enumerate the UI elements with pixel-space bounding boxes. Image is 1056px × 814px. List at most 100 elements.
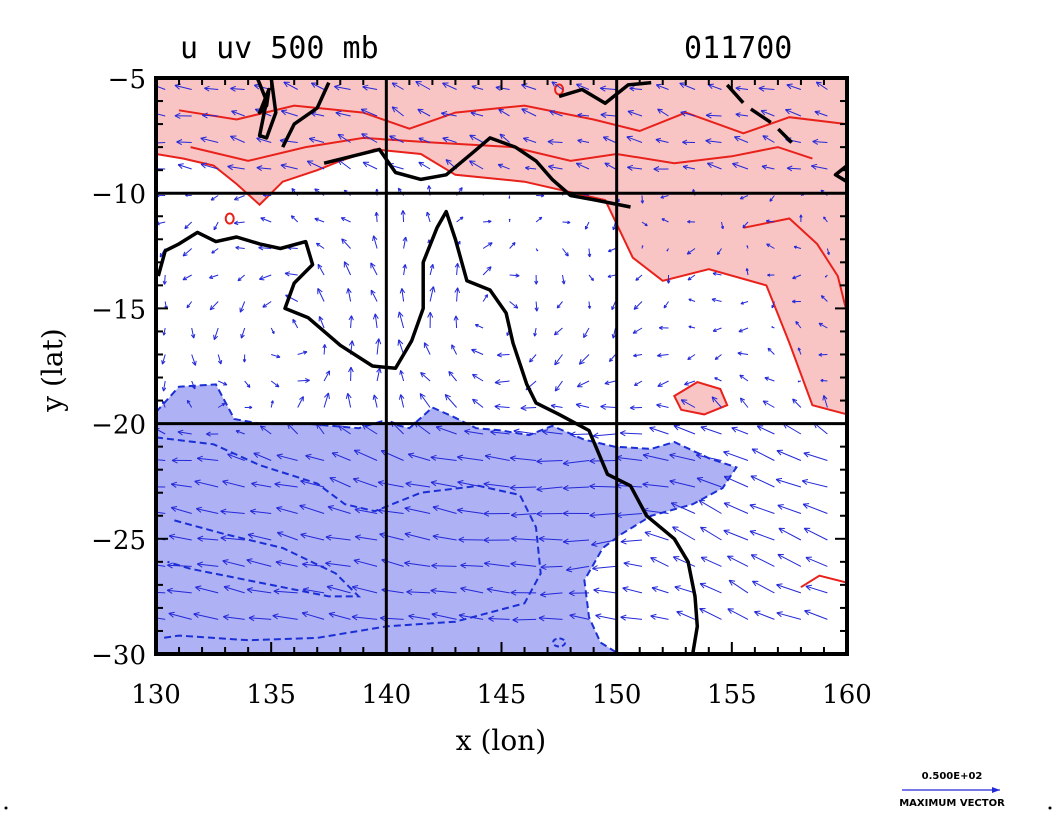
wind-vector-head: [669, 452, 676, 459]
wind-vector-head: [529, 358, 534, 363]
wind-vector-head: [674, 585, 681, 592]
wind-vector: [633, 301, 643, 310]
wind-vector-head: [590, 277, 594, 282]
wind-vector-head: [404, 506, 411, 513]
wind-vector-head: [442, 82, 449, 89]
wind-vector-head: [458, 187, 463, 192]
wind-vector: [563, 539, 590, 543]
wind-vector: [727, 555, 749, 567]
wind-vector-head: [391, 82, 398, 88]
wind-vector: [280, 164, 298, 170]
wind-vector-head: [534, 307, 539, 312]
wind-vector: [284, 272, 298, 276]
wind-vector: [793, 246, 802, 249]
wind-vector-head: [608, 357, 614, 363]
wind-vector: [738, 327, 749, 333]
wind-vector-head: [762, 135, 769, 141]
wind-vector-head: [494, 403, 501, 410]
wind-vector-head: [372, 313, 379, 320]
wind-vector-head: [458, 613, 465, 620]
wind-vector: [260, 425, 272, 435]
wind-vector-head: [562, 459, 570, 467]
wind-vector-head: [227, 164, 234, 171]
wind-vector: [714, 377, 722, 382]
wind-vector: [277, 532, 298, 541]
wind-vector: [816, 81, 828, 90]
wind-vector-head: [600, 112, 607, 119]
wind-vector: [699, 608, 722, 620]
wind-vector: [734, 136, 749, 143]
wind-vector: [239, 301, 246, 313]
x-tick-label: 130: [131, 680, 181, 710]
wind-vector: [577, 139, 590, 143]
wind-vector-head: [767, 273, 771, 277]
wind-vector: [456, 287, 459, 302]
wind-vector-head: [305, 378, 310, 384]
wind-vector-head: [556, 304, 561, 309]
wind-vector-head: [397, 187, 402, 192]
wind-vector: [752, 580, 775, 594]
wind-vector: [285, 294, 298, 302]
wind-vector-head: [761, 164, 768, 170]
wind-vector: [420, 372, 431, 382]
wind-vector-head: [538, 615, 545, 622]
wind-vector: [696, 477, 722, 488]
wind-vector: [472, 373, 484, 382]
x-tick-label: 135: [246, 680, 296, 710]
wind-vector-head: [682, 139, 688, 145]
wind-vector-head: [166, 587, 173, 594]
wind-vector-head: [666, 249, 669, 252]
wind-vector: [196, 508, 219, 514]
wind-vector-head: [699, 582, 707, 589]
wind-vector-head: [611, 306, 615, 311]
wind-vector-head: [486, 266, 492, 272]
wind-vector: [805, 585, 828, 594]
y-tick-label: −15: [91, 295, 146, 325]
wind-vector-head: [660, 195, 664, 199]
wind-vector: [470, 112, 484, 117]
wind-vector-head: [687, 220, 691, 224]
wind-vector: [230, 88, 245, 90]
wind-vector-head: [803, 451, 810, 458]
wind-vector: [600, 87, 616, 90]
x-axis-label: x (lon): [456, 724, 546, 757]
wind-vector: [456, 263, 459, 276]
wind-vector-head: [415, 81, 422, 87]
wind-vector-head: [650, 613, 657, 620]
wind-vector-head: [576, 382, 583, 388]
wind-vector-head: [274, 481, 281, 488]
wind-vector-head: [305, 453, 312, 460]
wind-vector: [634, 380, 643, 386]
wind-vector-head: [182, 251, 188, 257]
wind-vector-head: [627, 110, 634, 116]
wind-vector-head: [348, 366, 354, 373]
wind-vector: [723, 529, 749, 541]
x-tick-label: 140: [362, 680, 412, 710]
wind-vector: [352, 586, 378, 594]
wind-vector: [562, 274, 565, 285]
wind-vector: [404, 533, 431, 541]
wind-vector: [432, 506, 457, 514]
wind-vector: [740, 397, 749, 408]
wind-vector: [259, 274, 272, 280]
wind-vector-head: [398, 394, 405, 400]
wind-vector-head: [471, 85, 477, 90]
wind-vector: [823, 395, 828, 408]
wind-vector-head: [197, 535, 204, 542]
wind-vector-head: [765, 219, 770, 224]
wind-vector-head: [797, 380, 800, 383]
wind-vector-head: [577, 138, 583, 144]
wind-vector: [554, 380, 563, 392]
wind-vector-head: [776, 611, 783, 618]
wind-vector-head: [141, 508, 147, 513]
wind-vector: [684, 380, 696, 386]
wind-vector-head: [262, 303, 267, 308]
wind-vector: [471, 85, 484, 90]
wind-vector-head: [705, 138, 712, 145]
wind-vector: [542, 431, 563, 435]
wind-vector-head: [569, 431, 576, 438]
wind-vector: [337, 133, 351, 143]
wind-vector: [300, 533, 325, 541]
wind-vector: [272, 615, 298, 620]
